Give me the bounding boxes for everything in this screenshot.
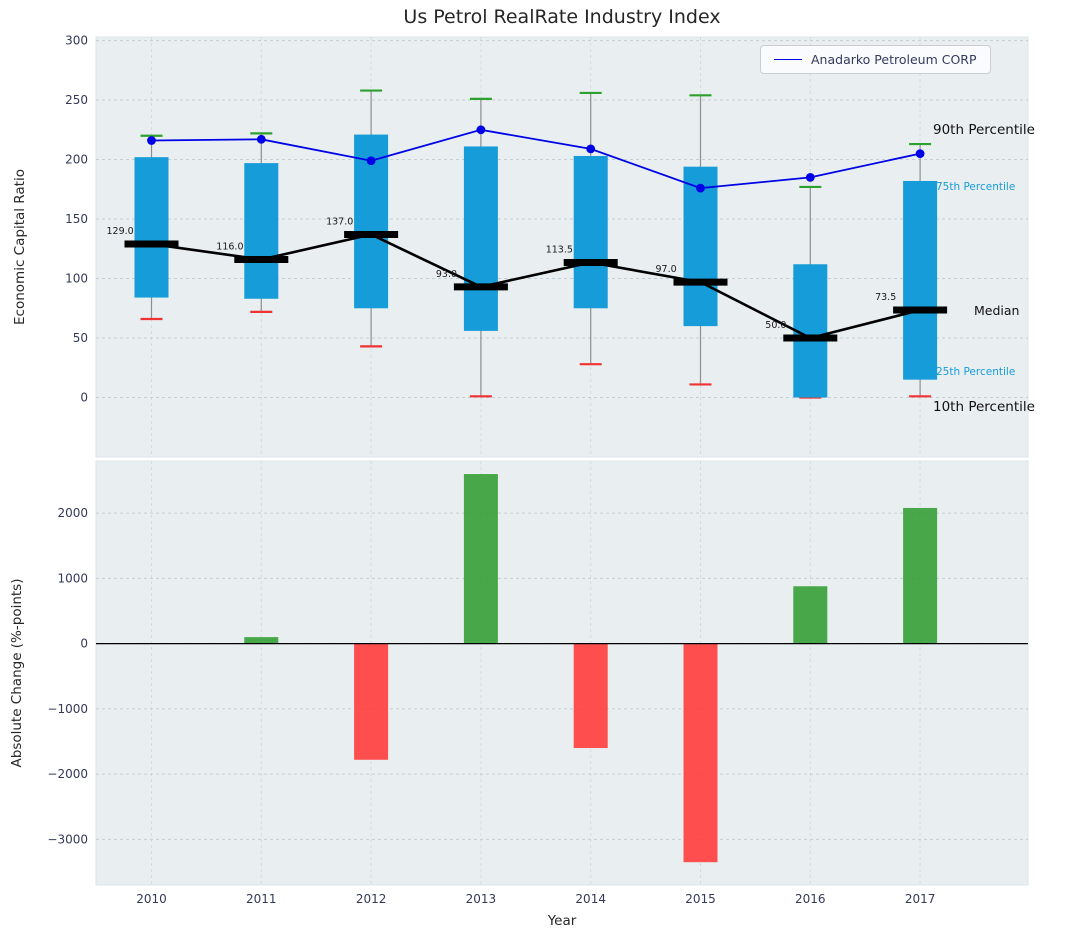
y-tick-label: 300 bbox=[65, 34, 88, 48]
anadarko-marker bbox=[476, 125, 486, 135]
bar-positive bbox=[793, 586, 828, 644]
x-tick-label: 2014 bbox=[575, 892, 606, 906]
bottom-y-axis-label: Absolute Change (%-points) bbox=[9, 578, 25, 768]
top-y-axis-label: Economic Capital Ratio bbox=[12, 169, 28, 325]
x-axis-label: Year bbox=[547, 913, 577, 929]
bar-negative bbox=[683, 643, 718, 863]
iqr-box bbox=[463, 146, 498, 331]
median-value-label: 73.5 bbox=[875, 292, 896, 303]
y-tick-label: 50 bbox=[73, 331, 88, 345]
iqr-box bbox=[683, 166, 718, 327]
chart-title: Us Petrol RealRate Industry Index bbox=[403, 6, 721, 28]
y-tick-label: 150 bbox=[65, 212, 88, 226]
anadarko-marker bbox=[696, 183, 705, 193]
annotation-90th-percentile: 90th Percentile bbox=[933, 122, 1035, 138]
y-tick-label: 100 bbox=[65, 272, 88, 286]
y-tick-label: −3000 bbox=[47, 832, 88, 846]
bar-negative bbox=[573, 643, 608, 749]
legend-line-sample bbox=[774, 59, 802, 60]
x-tick-label: 2017 bbox=[905, 892, 936, 906]
x-tick-label: 2016 bbox=[795, 892, 826, 906]
y-tick-label: −1000 bbox=[47, 702, 88, 716]
y-tick-label: 0 bbox=[80, 637, 88, 651]
plot-panel bbox=[95, 460, 1029, 886]
bar-positive bbox=[903, 507, 938, 644]
anadarko-marker bbox=[147, 136, 156, 145]
median-value-label: 113.5 bbox=[546, 244, 573, 255]
anadarko-marker bbox=[805, 172, 815, 182]
y-tick-label: 200 bbox=[65, 153, 88, 167]
bar-positive bbox=[463, 474, 498, 644]
x-tick-label: 2010 bbox=[136, 892, 167, 906]
median-value-label: 93.0 bbox=[436, 269, 457, 280]
y-tick-label: 2000 bbox=[57, 506, 88, 520]
median-value-label: 137.0 bbox=[326, 217, 353, 228]
x-tick-label: 2015 bbox=[685, 892, 716, 906]
x-tick-label: 2012 bbox=[356, 892, 387, 906]
iqr-box bbox=[903, 180, 938, 380]
median-value-label: 129.0 bbox=[107, 226, 134, 237]
legend-label: Anadarko Petroleum CORP bbox=[811, 52, 977, 67]
iqr-box bbox=[573, 155, 608, 309]
anadarko-marker bbox=[366, 156, 376, 166]
iqr-box bbox=[134, 157, 169, 298]
y-tick-label: −2000 bbox=[47, 767, 88, 781]
median-value-label: 50.0 bbox=[765, 320, 786, 331]
y-tick-label: 1000 bbox=[57, 571, 88, 585]
bar-positive bbox=[244, 637, 279, 644]
legend: Anadarko Petroleum CORP bbox=[760, 45, 991, 74]
y-tick-label: 250 bbox=[65, 93, 88, 107]
median-value-label: 97.0 bbox=[656, 264, 677, 275]
x-tick-label: 2011 bbox=[246, 892, 277, 906]
anadarko-marker bbox=[256, 134, 266, 144]
annotation-10th-percentile: 10th Percentile bbox=[933, 399, 1035, 415]
annotation-75th-percentile: 75th Percentile bbox=[936, 181, 1016, 193]
anadarko-marker bbox=[586, 144, 596, 154]
x-tick-label: 2013 bbox=[466, 892, 497, 906]
annotation-median: Median bbox=[974, 303, 1020, 318]
median-line bbox=[151, 233, 921, 340]
iqr-box bbox=[244, 163, 279, 299]
median-value-label: 116.0 bbox=[216, 241, 243, 252]
anadarko-marker bbox=[915, 149, 925, 159]
bar-negative bbox=[354, 643, 389, 760]
y-tick-label: 0 bbox=[80, 391, 88, 405]
anadarko-line bbox=[151, 128, 921, 190]
annotation-25th-percentile: 25th Percentile bbox=[936, 366, 1016, 378]
